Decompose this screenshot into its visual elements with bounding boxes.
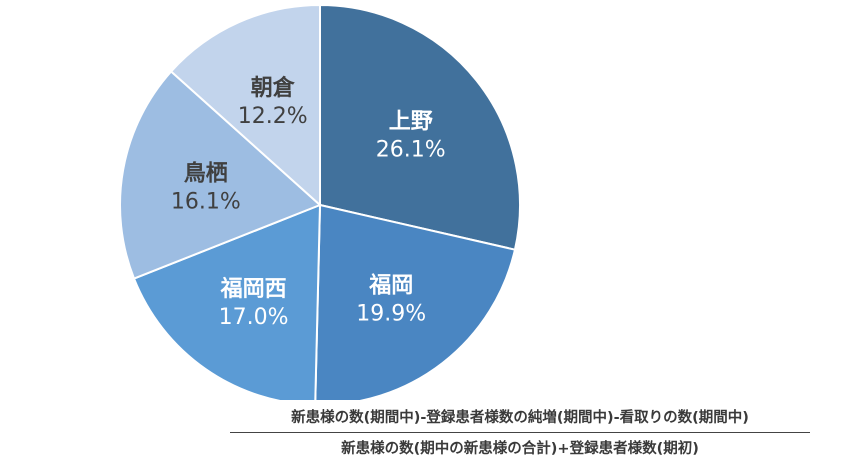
slice-value-label-4: 12.2% bbox=[238, 104, 308, 129]
formula-numerator: 新患様の数(期間中)-登録患者様数の純増(期間中)-看取りの数(期間中) bbox=[291, 410, 749, 426]
pie-slices bbox=[119, 3, 521, 400]
slice-value-label-0: 26.1% bbox=[376, 138, 446, 163]
pie-slice-4 bbox=[169, 3, 321, 208]
slice-label-1: 福岡 bbox=[368, 274, 413, 299]
pie-slice-3 bbox=[119, 70, 322, 280]
pie-slice-0 bbox=[319, 3, 521, 251]
pie-slice-1 bbox=[314, 203, 517, 400]
slice-value-label-1: 19.9% bbox=[356, 302, 426, 327]
fraction-bar bbox=[230, 432, 810, 433]
slice-label-2: 福岡西 bbox=[220, 277, 287, 302]
pie-labels: 上野 26.1% 福岡 19.9% 福岡西 17.0% 鳥栖 16.1% 朝倉 12.2% bbox=[171, 75, 446, 330]
pie-slice-2 bbox=[132, 203, 322, 400]
pie-chart: 上野 26.1% 福岡 19.9% 福岡西 17.0% 鳥栖 16.1% 朝倉 12.2% bbox=[119, 3, 521, 400]
slice-label-4: 朝倉 bbox=[251, 75, 296, 101]
slice-value-label-2: 17.0% bbox=[219, 305, 289, 330]
slice-value-label-3: 16.1% bbox=[171, 190, 241, 215]
formula-denominator: 新患様の数(期中の新患様の合計)+登録患者様数(期初) bbox=[341, 441, 699, 457]
slice-label-3: 鳥栖 bbox=[184, 161, 228, 187]
slice-label-0: 上野 bbox=[389, 110, 433, 135]
